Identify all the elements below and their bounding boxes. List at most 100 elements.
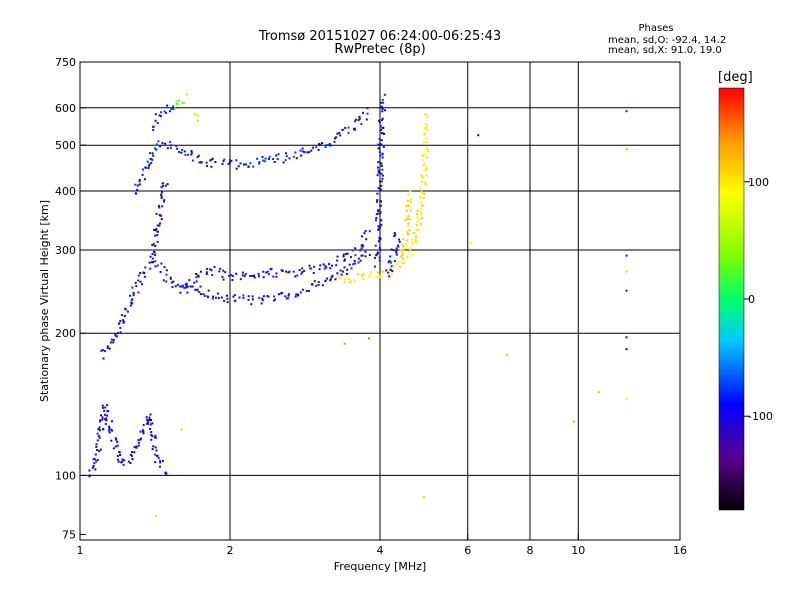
o-mode-echo bbox=[202, 293, 205, 296]
x-mode-echo bbox=[369, 272, 372, 275]
o-mode-echo bbox=[105, 419, 108, 422]
o-mode-echo bbox=[305, 289, 308, 292]
o-mode-echo bbox=[103, 350, 106, 353]
o-mode-echo bbox=[380, 164, 383, 167]
o-mode-echo bbox=[345, 253, 347, 255]
o-mode-echo bbox=[275, 275, 278, 278]
o-mode-echo bbox=[183, 286, 186, 289]
o-mode-echo bbox=[247, 295, 250, 298]
o-mode-echo bbox=[351, 249, 354, 252]
o-mode-echo bbox=[287, 297, 289, 300]
o-mode-echo bbox=[162, 279, 165, 282]
o-mode-echo bbox=[181, 148, 184, 151]
o-mode-echo bbox=[189, 285, 192, 288]
stats-heading: Phases bbox=[638, 23, 673, 34]
o-mode-echo bbox=[272, 158, 275, 160]
o-mode-echo bbox=[159, 115, 162, 118]
o-mode-echo bbox=[377, 228, 380, 231]
o-mode-echo bbox=[379, 124, 382, 127]
x-mode-echo bbox=[177, 103, 180, 106]
x-mode-echo bbox=[406, 231, 408, 233]
y-tick-label: 75 bbox=[62, 528, 76, 541]
o-mode-echo bbox=[169, 140, 172, 143]
o-mode-echo bbox=[301, 267, 304, 270]
o-mode-echo bbox=[346, 268, 349, 271]
x-mode-echo bbox=[411, 238, 414, 241]
o-mode-echo bbox=[329, 144, 332, 147]
o-mode-echo bbox=[249, 162, 252, 165]
o-mode-echo bbox=[147, 167, 150, 169]
o-mode-echo bbox=[169, 144, 172, 147]
o-mode-echo bbox=[104, 423, 107, 425]
x-mode-echo bbox=[421, 217, 424, 220]
o-mode-echo bbox=[232, 295, 235, 298]
o-mode-echo bbox=[119, 320, 122, 322]
o-mode-echo bbox=[364, 255, 367, 258]
o-mode-echo bbox=[136, 184, 139, 187]
x-mode-echo bbox=[418, 207, 421, 210]
axes: 1 2 4 6 8 10 16 75 100 200 300 400 500 600 750 bbox=[55, 56, 687, 557]
x-mode-echo bbox=[427, 150, 429, 153]
x-mode-echo bbox=[421, 158, 424, 161]
isolated-echo bbox=[572, 420, 575, 423]
isolated-echo bbox=[422, 496, 425, 498]
o-mode-echo bbox=[159, 145, 162, 148]
o-mode-echo bbox=[329, 267, 332, 270]
x-mode-echo bbox=[408, 246, 411, 249]
o-mode-echo bbox=[389, 260, 392, 263]
o-mode-echo bbox=[343, 259, 346, 262]
o-mode-echo bbox=[308, 151, 311, 154]
o-mode-echo bbox=[378, 121, 381, 123]
x-mode-echo bbox=[196, 119, 199, 122]
x-mode-echo bbox=[417, 218, 420, 221]
o-mode-echo bbox=[130, 454, 133, 457]
o-mode-echo bbox=[382, 101, 385, 104]
o-mode-echo bbox=[328, 263, 331, 265]
o-mode-echo bbox=[133, 451, 136, 454]
o-mode-echo bbox=[151, 422, 154, 425]
o-mode-echo bbox=[263, 160, 266, 163]
o-mode-echo bbox=[361, 244, 364, 246]
o-mode-echo bbox=[262, 276, 265, 279]
o-mode-echo bbox=[378, 151, 381, 153]
o-mode-echo bbox=[285, 155, 288, 158]
x-mode-echo bbox=[402, 257, 405, 260]
o-mode-echo bbox=[183, 150, 186, 153]
o-mode-echo bbox=[199, 270, 202, 273]
o-mode-echo bbox=[197, 154, 200, 157]
o-mode-echo bbox=[110, 338, 113, 341]
o-mode-echo bbox=[138, 180, 141, 183]
x-mode-echo bbox=[416, 220, 419, 223]
o-mode-echo bbox=[220, 296, 223, 299]
o-mode-echo bbox=[282, 161, 285, 164]
o-mode-echo bbox=[139, 272, 142, 274]
o-mode-echo bbox=[206, 165, 208, 167]
x-mode-echo bbox=[426, 156, 428, 159]
x-mode-echo bbox=[361, 274, 363, 277]
isolated-echo bbox=[597, 391, 600, 394]
o-mode-echo bbox=[395, 253, 398, 256]
o-mode-echo bbox=[96, 449, 99, 451]
x-mode-echo bbox=[193, 113, 196, 116]
o-mode-echo bbox=[88, 469, 91, 472]
o-mode-echo bbox=[308, 264, 311, 267]
o-mode-echo bbox=[150, 419, 152, 421]
o-mode-echo bbox=[205, 161, 208, 164]
o-mode-echo bbox=[123, 459, 126, 462]
o-mode-echo bbox=[397, 244, 399, 247]
o-mode-echo bbox=[88, 474, 91, 477]
o-mode-echo bbox=[376, 251, 379, 254]
o-mode-echo bbox=[124, 307, 127, 310]
o-mode-echo bbox=[253, 274, 255, 277]
o-mode-echo bbox=[387, 261, 390, 264]
o-mode-echo bbox=[380, 219, 383, 222]
o-mode-echo bbox=[214, 161, 217, 163]
o-mode-echo bbox=[231, 279, 234, 281]
o-mode-echo bbox=[303, 270, 306, 272]
o-mode-echo bbox=[298, 269, 301, 272]
o-mode-echo bbox=[93, 458, 96, 461]
colorbar bbox=[718, 87, 745, 511]
o-mode-echo bbox=[154, 436, 157, 439]
o-mode-echo bbox=[235, 159, 238, 162]
o-mode-echo bbox=[242, 294, 245, 297]
